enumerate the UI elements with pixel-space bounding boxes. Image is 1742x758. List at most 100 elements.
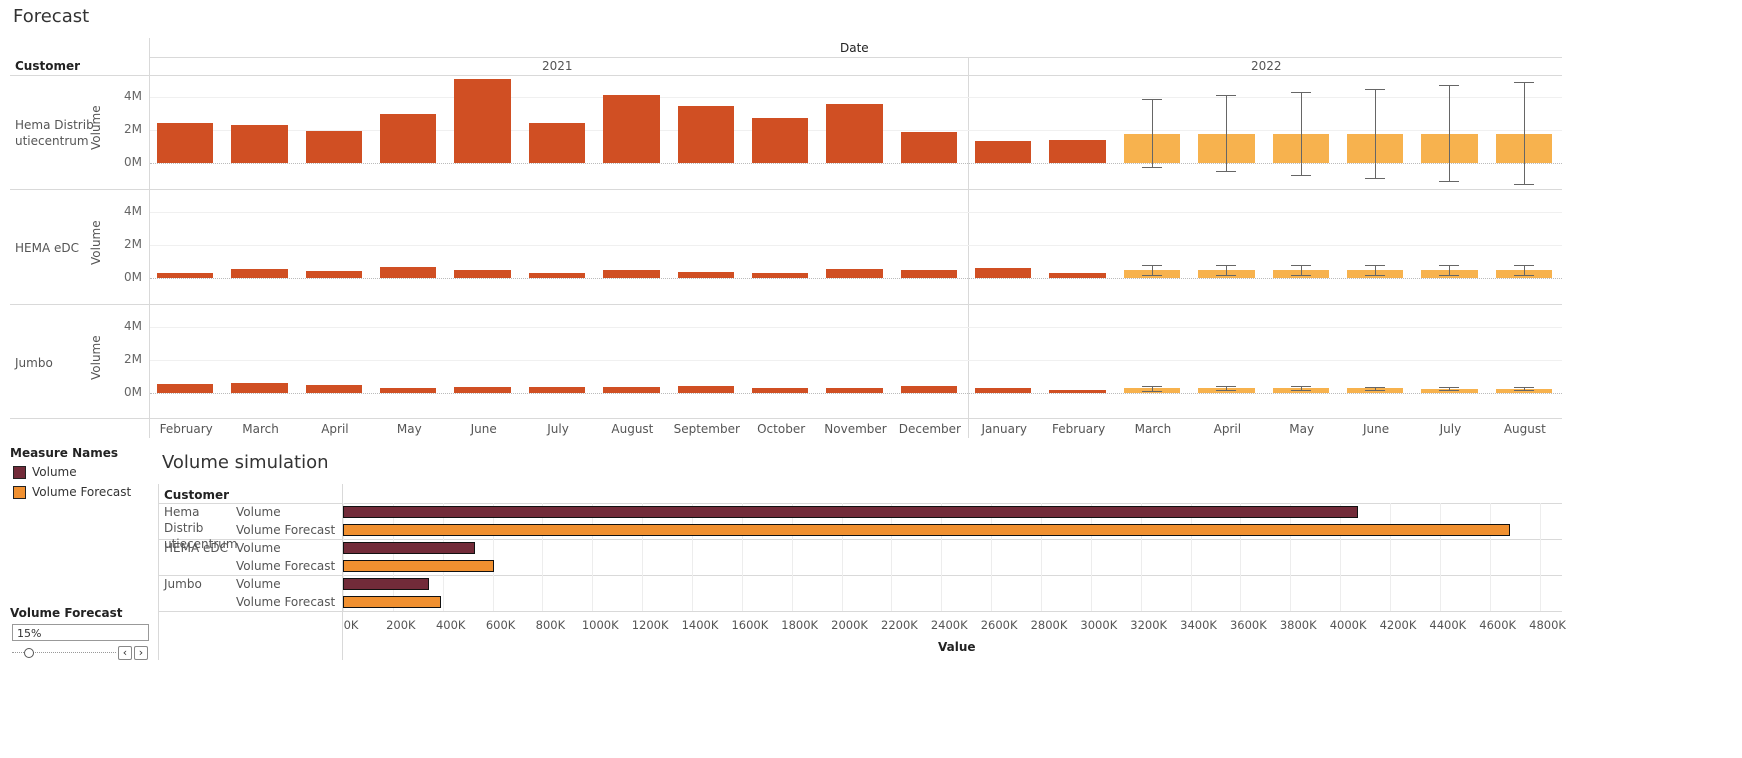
error-bar-cap-bottom [1365,390,1386,392]
sim-gridline [791,503,793,611]
sim-volume-bar[interactable] [343,542,476,554]
volume-bar[interactable] [603,386,660,393]
sim-x-tick-label: 3600K [1229,618,1267,632]
slider-decrement-button[interactable]: ‹ [118,646,132,660]
volume-bar[interactable] [380,387,437,393]
error-bar-line [1226,95,1228,172]
x-tick-label: March [242,422,279,436]
slider-increment-button[interactable]: › [134,646,148,660]
y-gridline [150,393,1562,394]
error-bar-cap-bottom [1216,274,1237,276]
volume-bar[interactable] [231,383,288,393]
volume-bar[interactable] [157,384,214,393]
forecast-bar[interactable] [1421,269,1478,278]
sim-forecast-bar[interactable] [343,596,442,608]
sim-volume-bar[interactable] [343,578,429,590]
volume-bar[interactable] [454,270,511,278]
volume-bar[interactable] [751,272,809,278]
volume-forecast-input[interactable]: 15% [12,624,149,641]
volume-bar[interactable] [1049,389,1106,393]
legend-item-volume[interactable]: Volume [13,462,131,482]
volume-bar[interactable] [305,270,363,278]
forecast-bar[interactable] [1346,134,1404,163]
sim-gridline [691,503,693,611]
volume-bar[interactable] [751,118,809,163]
volume-bar[interactable] [305,130,363,163]
volume-bar[interactable] [826,388,883,393]
volume-bar[interactable] [677,106,734,163]
forecast-bar[interactable] [1272,134,1329,163]
legend-swatch-volume-forecast [13,485,26,499]
forecast-bar[interactable] [1495,269,1552,278]
error-bar-line [1151,98,1153,168]
row-label: Jumbo [15,356,53,370]
volume-bar[interactable] [975,267,1032,278]
sim-gridline [1439,503,1441,611]
volume-bar[interactable] [157,273,214,278]
forecast-bar[interactable] [1123,134,1181,163]
volume-forecast-slider[interactable] [12,646,116,660]
forecast-bar[interactable] [1123,269,1181,278]
x-tick-label: February [159,422,213,436]
error-bar-line [1151,385,1153,391]
volume-bar[interactable] [975,387,1032,393]
volume-bar[interactable] [900,131,958,163]
x-tick-label: June [1363,422,1390,436]
error-bar-line [1449,265,1451,275]
volume-bar[interactable] [380,267,437,278]
volume-bar[interactable] [380,114,437,163]
sim-gridline [1190,503,1192,611]
volume-bar[interactable] [528,122,586,163]
legend-title: Measure Names [10,446,119,460]
volume-bar[interactable] [603,95,660,163]
volume-bar[interactable] [305,385,363,393]
volume-bar[interactable] [751,387,809,393]
forecast-bar[interactable] [1272,269,1329,278]
error-bar-line [1226,265,1228,275]
slider-thumb[interactable] [23,648,34,658]
sim-x-tick-label: 2800K [1030,618,1068,632]
forecast-bar[interactable] [1421,134,1478,163]
volume-bar[interactable] [1049,140,1106,163]
volume-bar[interactable] [826,104,883,163]
error-bar-line [1375,88,1377,178]
forecast-bar[interactable] [1346,269,1404,278]
y-gridline [150,212,1562,213]
sim-volume-bar[interactable] [343,506,1358,518]
volume-bar[interactable] [975,140,1032,163]
simulation-x-axis-label: Value [938,640,976,654]
error-bar-cap-top [1439,85,1460,87]
forecast-title: Forecast [13,6,90,27]
legend-item-volume-forecast[interactable]: Volume Forecast [13,482,131,502]
volume-bar[interactable] [231,125,288,163]
volume-bar[interactable] [677,385,734,393]
error-bar-cap-top [1439,265,1460,267]
error-bar-cap-bottom [1439,390,1460,392]
sim-x-tick-label: 600K [485,618,516,632]
volume-bar[interactable] [528,273,586,278]
volume-bar[interactable] [1049,272,1106,278]
volume-bar[interactable] [603,270,660,278]
sim-gridline [891,503,893,611]
volume-bar[interactable] [454,386,511,393]
volume-bar[interactable] [900,269,958,278]
volume-bar[interactable] [677,271,734,278]
volume-bar[interactable] [900,385,958,393]
sim-forecast-bar[interactable] [343,560,494,572]
sim-bottom-line [158,611,1562,612]
panel-separator-line [10,189,1562,190]
volume-bar[interactable] [231,268,288,278]
sim-gridline [1090,503,1092,611]
sim-customer-label: HEMA eDC [164,541,228,555]
forecast-bar[interactable] [1495,134,1552,163]
volume-bar[interactable] [454,78,511,163]
volume-bar[interactable] [826,269,883,278]
error-bar-line [1300,265,1302,275]
simulation-title: Volume simulation [162,452,329,473]
volume-bar[interactable] [528,386,586,393]
row-label: HEMA eDC [15,241,79,255]
error-bar-cap-bottom [1513,183,1534,185]
sim-forecast-bar[interactable] [343,524,1510,536]
volume-bar[interactable] [157,122,214,163]
x-tick-label: April [1213,422,1242,436]
